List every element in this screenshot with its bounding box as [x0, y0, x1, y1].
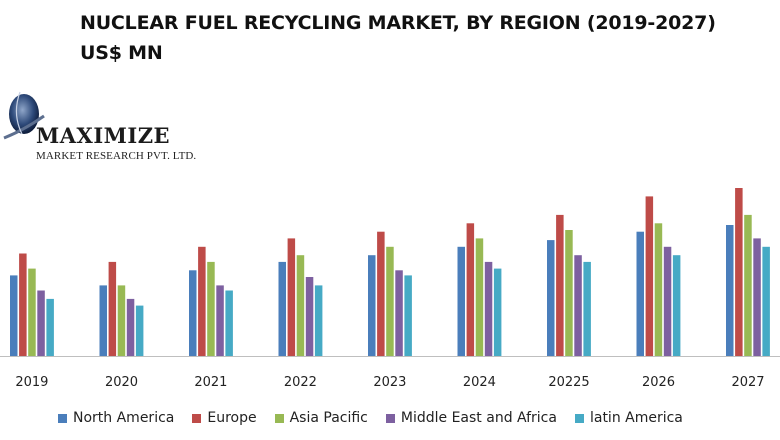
bar-middle-east-and-africa-2020: [126, 298, 135, 356]
bar-north-america-20225: [547, 240, 555, 356]
logo-tagline: MARKET RESEARCH PVT. LTD.: [36, 150, 197, 162]
bar-north-america-2026: [636, 231, 644, 356]
x-tick-label: 20225: [548, 375, 589, 390]
x-tick-label: 2024: [463, 375, 496, 390]
bar-middle-east-and-africa-2022: [305, 277, 314, 356]
bar-middle-east-and-africa-20225: [574, 255, 582, 356]
legend-label: Middle East and Africa: [400, 410, 557, 426]
legend-label: Europe: [207, 410, 257, 426]
x-tick-label: 2020: [105, 375, 138, 390]
bar-asia-pacific-2026: [654, 223, 663, 356]
legend-item: North America: [58, 410, 174, 426]
bar-north-america-2027: [726, 225, 734, 356]
x-tick-label: 2019: [15, 375, 48, 390]
bar-middle-east-and-africa-2021: [216, 285, 224, 356]
bar-asia-pacific-2021: [207, 261, 215, 356]
legend-swatch: [274, 413, 284, 423]
bar-latin-america-2023: [404, 275, 412, 356]
bar-europe-2024: [466, 223, 475, 356]
x-tick-label: 2027: [731, 375, 764, 390]
legend-item: Asia Pacific: [274, 410, 368, 426]
legend-item: latin America: [574, 410, 683, 426]
bar-europe-2027: [735, 188, 743, 356]
bar-latin-america-20225: [583, 261, 591, 356]
bar-europe-2023: [377, 231, 385, 356]
bar-europe-2019: [19, 253, 27, 356]
globe-icon: [3, 91, 45, 140]
bar-latin-america-2020: [135, 305, 144, 356]
bar-asia-pacific-2020: [117, 285, 126, 356]
bar-europe-2021: [198, 246, 206, 356]
bar-europe-2026: [645, 196, 654, 356]
legend-swatch: [574, 413, 584, 423]
chart-title: NUCLEAR FUEL RECYCLING MARKET, BY REGION…: [80, 8, 760, 68]
bar-europe-20225: [556, 214, 564, 356]
bar-north-america-2024: [457, 246, 465, 356]
bar-middle-east-and-africa-2027: [753, 238, 761, 356]
legend-label: Asia Pacific: [289, 410, 368, 426]
chart-legend: North America Europe Asia Pacific Middle Ea…: [58, 408, 701, 428]
legend-item: Europe: [192, 410, 257, 426]
bar-north-america-2020: [99, 285, 107, 356]
company-logo: MAXIMIZE MARKET RESEARCH PVT. LTD.: [0, 86, 200, 176]
chart-title-line2: US$ MN: [80, 42, 163, 64]
bar-asia-pacific-2019: [28, 268, 36, 356]
x-tick-label: 2026: [642, 375, 675, 390]
bar-latin-america-2021: [225, 290, 233, 356]
x-tick-label: 2023: [373, 375, 406, 390]
bar-latin-america-2024: [493, 268, 502, 356]
bar-asia-pacific-2023: [386, 246, 394, 356]
bar-europe-2022: [287, 238, 296, 356]
bar-north-america-2022: [278, 261, 286, 356]
bar-asia-pacific-2027: [744, 214, 752, 356]
bar-north-america-2019: [10, 275, 18, 356]
legend-label: latin America: [589, 410, 683, 426]
bar-middle-east-and-africa-2026: [663, 246, 672, 356]
bar-asia-pacific-2022: [296, 255, 305, 356]
bar-north-america-2021: [189, 270, 197, 356]
legend-swatch: [58, 413, 67, 423]
legend-label: North America: [73, 410, 175, 426]
bar-asia-pacific-20225: [565, 230, 573, 356]
bar-middle-east-and-africa-2019: [37, 290, 45, 356]
chart-title-line1: NUCLEAR FUEL RECYCLING MARKET, BY REGION…: [80, 12, 716, 34]
bar-latin-america-2027: [762, 246, 770, 356]
bar-middle-east-and-africa-2024: [484, 261, 493, 356]
bar-north-america-2023: [368, 255, 376, 356]
bar-europe-2020: [108, 261, 117, 356]
x-tick-label: 2022: [284, 375, 317, 390]
logo-name: MAXIMIZE: [36, 123, 171, 148]
bar-latin-america-2026: [672, 255, 681, 356]
bar-middle-east-and-africa-2023: [395, 270, 403, 356]
legend-swatch: [192, 413, 202, 423]
legend-item: Middle East and Africa: [385, 410, 557, 426]
legend-swatch: [385, 413, 395, 423]
bar-latin-america-2019: [46, 298, 54, 356]
x-tick-label: 2021: [194, 375, 227, 390]
bar-latin-america-2022: [314, 285, 323, 356]
bar-asia-pacific-2024: [475, 238, 484, 356]
